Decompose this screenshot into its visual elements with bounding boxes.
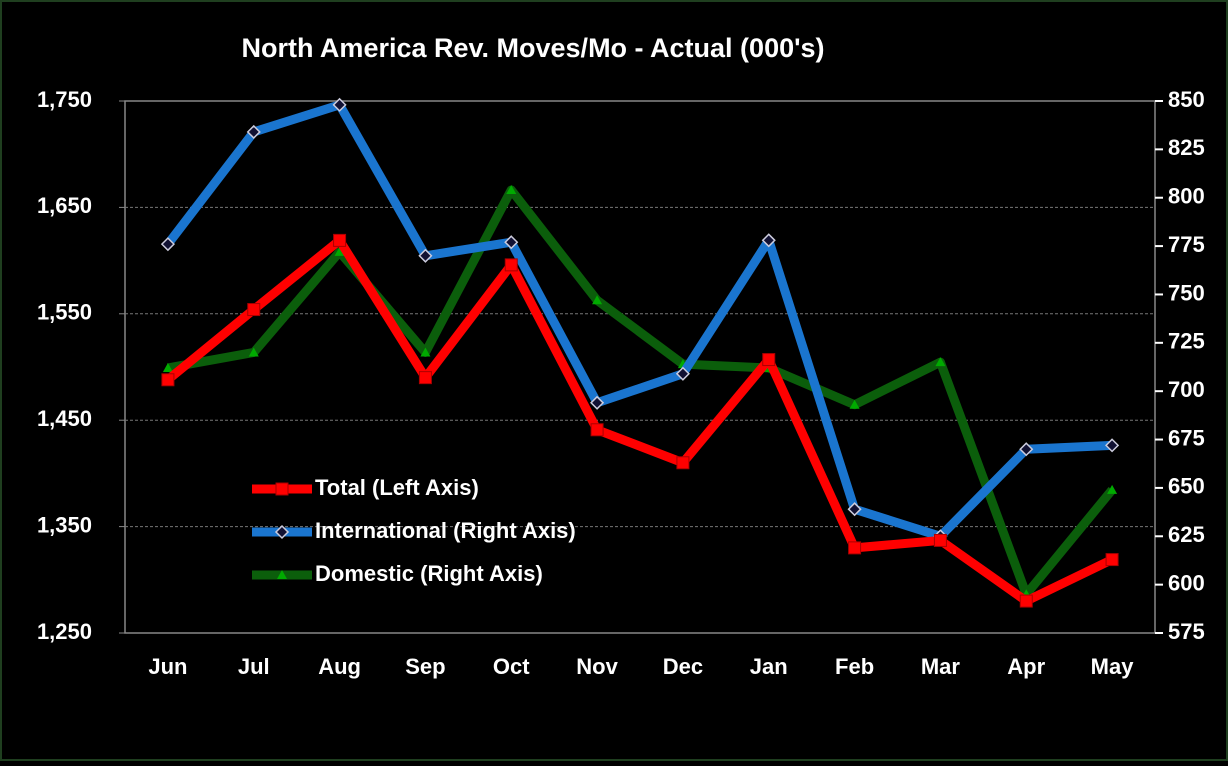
- legend-label: Domestic (Right Axis): [315, 561, 543, 586]
- marker: [246, 124, 261, 140]
- y2-tick-label: 825: [1168, 135, 1205, 160]
- y-tick-label: 1,750: [37, 87, 92, 112]
- legend-label: Total (Left Axis): [315, 475, 479, 500]
- x-tick-label: Jan: [750, 654, 788, 679]
- marker: [418, 248, 433, 263]
- x-tick-label: Mar: [921, 654, 961, 679]
- marker: [933, 533, 947, 547]
- y2-tick-label: 800: [1168, 184, 1205, 209]
- x-tick-label: Feb: [835, 654, 874, 679]
- y2-tick-label: 750: [1168, 280, 1205, 305]
- series-line: [167, 185, 1116, 599]
- marker: [332, 97, 347, 112]
- marker: [849, 399, 860, 409]
- marker: [1019, 594, 1033, 608]
- marker: [1107, 484, 1118, 494]
- marker: [334, 246, 345, 256]
- series-line: [164, 100, 1113, 541]
- x-tick-label: Jul: [238, 654, 270, 679]
- x-tick-label: Dec: [663, 654, 703, 679]
- x-tick-label: Aug: [318, 654, 361, 679]
- marker: [592, 295, 603, 305]
- y2-tick-label: 675: [1168, 425, 1205, 450]
- marker: [162, 362, 173, 372]
- marker: [161, 373, 175, 387]
- marker: [762, 353, 776, 367]
- legend-marker: [274, 524, 290, 540]
- x-tick-label: Oct: [493, 654, 530, 679]
- y2-tick-label: 650: [1168, 474, 1205, 499]
- legend-marker: [277, 570, 287, 579]
- marker: [506, 184, 517, 194]
- marker: [504, 235, 519, 250]
- series-line: [165, 235, 1115, 606]
- y2-tick-label: 850: [1168, 87, 1205, 112]
- y-tick-label: 1,250: [37, 619, 92, 644]
- y2-tick-label: 625: [1168, 522, 1205, 547]
- marker: [504, 258, 518, 272]
- marker: [935, 357, 946, 367]
- marker: [418, 371, 432, 385]
- x-tick-label: Sep: [405, 654, 445, 679]
- chart-title: North America Rev. Moves/Mo - Actual (00…: [241, 33, 824, 63]
- x-tick-label: Jun: [148, 654, 187, 679]
- x-tick-label: Nov: [576, 654, 618, 679]
- y-tick-label: 1,550: [37, 300, 92, 325]
- x-tick-label: Apr: [1007, 654, 1045, 679]
- marker: [420, 347, 431, 357]
- plot-area: [124, 100, 1156, 634]
- y2-tick-label: 600: [1168, 570, 1205, 595]
- marker: [675, 366, 690, 381]
- marker: [333, 233, 347, 247]
- x-tick-label: May: [1091, 654, 1135, 679]
- y2-tick-label: 775: [1168, 232, 1205, 257]
- marker: [590, 423, 604, 437]
- marker: [160, 237, 175, 252]
- y2-tick-label: 725: [1168, 329, 1205, 354]
- marker: [1105, 553, 1119, 567]
- legend-label: International (Right Axis): [315, 518, 576, 543]
- y2-tick-label: 700: [1168, 377, 1205, 402]
- y2-tick-label: 575: [1168, 619, 1205, 644]
- marker: [1019, 442, 1034, 457]
- marker: [590, 395, 605, 410]
- marker: [1105, 438, 1120, 453]
- marker: [676, 456, 690, 470]
- marker: [247, 303, 261, 317]
- legend-marker: [275, 482, 289, 496]
- y-tick-label: 1,350: [37, 512, 92, 537]
- y-tick-label: 1,650: [37, 193, 92, 218]
- marker: [248, 347, 259, 357]
- y-tick-label: 1,450: [37, 406, 92, 431]
- marker: [761, 233, 776, 248]
- marker: [847, 502, 862, 517]
- marker: [848, 541, 862, 555]
